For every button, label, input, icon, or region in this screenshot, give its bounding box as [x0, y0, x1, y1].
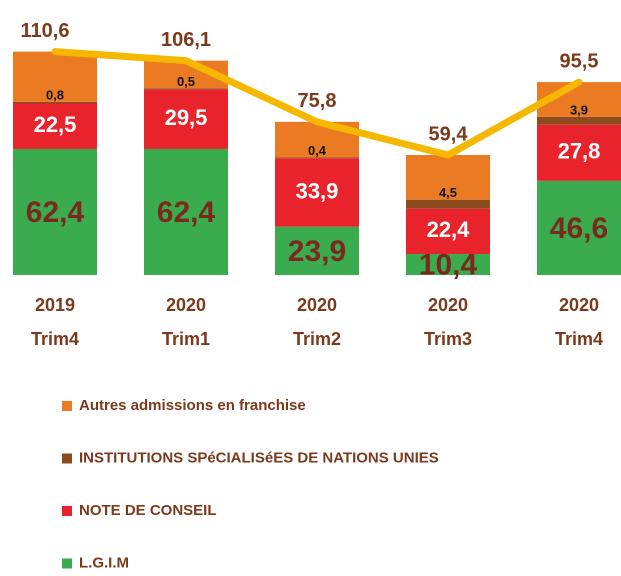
bar-segment [13, 101, 97, 104]
value-label: 62,4 [157, 196, 216, 229]
x-tick-label: Trim4 [31, 329, 79, 349]
bar-segment [275, 157, 359, 159]
value-label: 22,4 [427, 217, 471, 242]
legend-label: L.G.I.M [79, 554, 129, 571]
bar-segment [406, 155, 490, 200]
value-label: 46,6 [550, 212, 608, 245]
bar-segment [144, 148, 228, 275]
bar-segment [406, 199, 490, 209]
value-label: 0,8 [46, 87, 64, 102]
x-tick-label: 2020 [428, 295, 468, 315]
bar-segment [13, 51, 97, 102]
legend-swatch [62, 558, 72, 569]
legend-swatch [62, 506, 72, 516]
x-tick-label: Trim4 [555, 329, 603, 349]
total-label: 95,5 [560, 50, 599, 72]
bar-segment [275, 226, 359, 275]
x-tick-label: 2020 [559, 295, 599, 315]
bar-segment [13, 103, 97, 149]
value-label: 22,5 [34, 112, 77, 137]
x-tick-label: 2020 [297, 295, 337, 315]
x-tick-label: Trim2 [293, 329, 341, 349]
legend-swatch [62, 453, 72, 464]
legend-label: NOTE DE CONSEIL [79, 502, 217, 519]
x-tick-label: Trim3 [424, 329, 472, 349]
bar-segment [406, 208, 490, 254]
value-label: 0,4 [308, 143, 327, 158]
total-label: 110,6 [21, 20, 70, 42]
bar-segment [13, 148, 97, 275]
x-tick-label: 2020 [166, 295, 206, 315]
bar-segment [537, 180, 621, 275]
total-label: 106,1 [161, 29, 211, 51]
bar-segment [537, 116, 621, 125]
value-label: 23,9 [288, 235, 346, 268]
value-label: 33,9 [296, 178, 339, 203]
bar-segment [406, 253, 490, 275]
legend-label: INSTITUTIONS SPéCIALISéES DE NATIONS UNI… [79, 449, 439, 466]
total-line [51, 48, 583, 159]
total-label: 75,8 [298, 90, 337, 112]
bar-segment [537, 124, 621, 181]
total-label: 59,4 [429, 123, 469, 145]
x-tick-label: 2019 [35, 295, 75, 315]
value-label: 3,9 [570, 102, 588, 117]
bar-segment [144, 89, 228, 149]
value-label: 27,8 [558, 139, 601, 164]
value-label: 10,4 [419, 248, 478, 281]
value-label: 0,5 [177, 74, 195, 89]
value-label: 29,5 [165, 105, 208, 130]
legend-label: Autres admissions en franchise [79, 397, 306, 414]
bar-segment [144, 88, 228, 90]
bar-segment [275, 158, 359, 227]
value-label: 62,4 [26, 196, 85, 229]
value-label: 4,5 [439, 185, 457, 200]
x-tick-label: Trim1 [162, 329, 210, 349]
legend-swatch [62, 401, 72, 411]
